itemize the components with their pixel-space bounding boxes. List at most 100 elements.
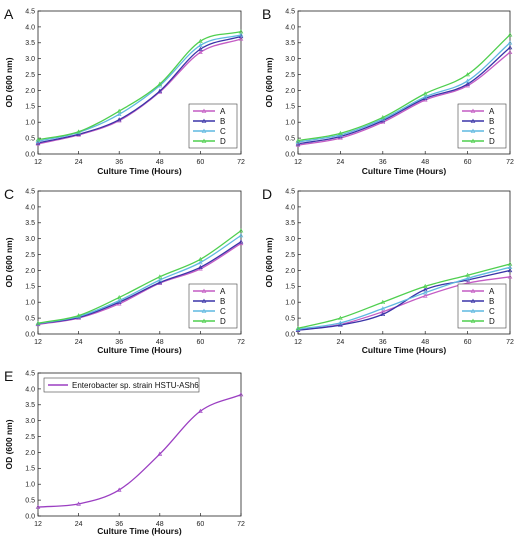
x-tick-label: 12 (294, 339, 302, 346)
plot-frame (37, 372, 242, 517)
y-tick-label: 4.5 (25, 370, 35, 377)
data-point (35, 137, 41, 142)
data-point (157, 274, 163, 279)
data-point (422, 283, 428, 289)
legend-marker (201, 128, 207, 133)
series-line-d (297, 34, 511, 142)
x-tick-label: 36 (379, 339, 387, 346)
y-tick-label: 0.5 (25, 316, 35, 323)
data-point (238, 239, 244, 244)
legend-marker (470, 318, 476, 323)
y-tick-label: 4.0 (25, 24, 35, 31)
data-point (116, 298, 122, 303)
legend-label: C (489, 127, 495, 136)
data-point (465, 72, 470, 77)
data-point (338, 320, 343, 325)
y-tick-label: 2.5 (25, 72, 35, 79)
data-point (380, 306, 386, 311)
x-tick-label: 12 (294, 159, 302, 166)
y-tick-label: 1.5 (285, 284, 295, 291)
data-point (422, 293, 428, 298)
plot-frame (37, 10, 242, 155)
panel-letter: D (262, 186, 272, 202)
panel-a: A 0.0 0.5 1.0 1.5 2.0 2.5 3.0 3.5 4.0 4.5 12 24 36 48 6… (4, 6, 245, 176)
data-point (116, 111, 122, 116)
x-tick-label: 72 (506, 159, 514, 166)
data-point (338, 130, 343, 136)
y-tick-label: 3.0 (25, 236, 35, 243)
data-point (295, 142, 301, 147)
y-axis-title: OD (600 nm) (264, 57, 274, 107)
x-axis-title: Culture Time (Hours) (97, 166, 182, 176)
y-tick-label: 2.0 (285, 268, 295, 275)
legend-marker (470, 128, 476, 133)
series-line-d (37, 31, 242, 141)
x-tick-label: 24 (337, 159, 345, 166)
y-tick-label: 2.0 (25, 268, 35, 275)
data-point (198, 46, 203, 51)
y-tick-label: 0.5 (25, 136, 35, 143)
x-tick-label: 60 (197, 339, 205, 346)
data-point (422, 94, 428, 99)
series-line-b (297, 47, 511, 145)
x-tick-label: 12 (34, 339, 42, 346)
y-tick-label: 3.5 (25, 40, 35, 47)
y-tick-label: 4.5 (25, 8, 35, 15)
series-line-b (297, 269, 511, 331)
data-point (157, 81, 163, 86)
panel-letter: E (4, 368, 13, 384)
data-point (116, 117, 122, 122)
data-point (465, 81, 470, 86)
x-axis-title: Culture Time (Hours) (362, 345, 447, 355)
data-point (380, 309, 386, 314)
legend-marker (201, 318, 207, 323)
series-line-c (37, 234, 242, 325)
legend-marker (470, 298, 476, 303)
data-point (198, 256, 203, 262)
x-tick-label: 60 (464, 159, 472, 166)
y-tick-label: 0.0 (25, 151, 35, 158)
series-line-c (297, 42, 511, 143)
y-tick-label: 0.0 (25, 513, 35, 520)
data-point (238, 233, 244, 238)
panel-e: E 0.0 0.5 1.0 1.5 2.0 2.5 3.0 3.5 4.0 4.5 12 24 36 48 6… (4, 368, 245, 536)
data-point (76, 129, 81, 134)
y-tick-label: 0.0 (285, 151, 295, 158)
plot-frame (297, 10, 511, 155)
x-tick-label: 48 (156, 339, 164, 346)
data-point (198, 260, 203, 265)
y-tick-label: 1.5 (25, 284, 35, 291)
y-tick-label: 3.5 (285, 40, 295, 47)
panel-c: C 0.0 0.5 1.0 1.5 2.0 2.5 3.0 3.5 4.0 4.5 12 24 36 48 6… (4, 186, 245, 355)
legend-marker (201, 308, 207, 313)
y-tick-label: 2.0 (25, 88, 35, 95)
legend: Enterobacter sp. strain HSTU-ASh6 (43, 377, 200, 393)
y-tick-label: 0.0 (25, 331, 35, 338)
x-tick-label: 36 (115, 159, 123, 166)
x-tick-label: 36 (115, 339, 123, 346)
y-tick-label: 2.5 (25, 252, 35, 259)
y-tick-label: 3.0 (285, 56, 295, 63)
x-tick-label: 60 (464, 339, 472, 346)
series-line-b (37, 35, 242, 144)
data-point (238, 29, 244, 34)
y-tick-label: 1.0 (25, 300, 35, 307)
data-point (116, 295, 122, 300)
y-axis-title: OD (600 nm) (4, 419, 14, 469)
legend-marker (470, 138, 476, 143)
y-tick-label: 1.5 (285, 104, 295, 111)
legend-marker (470, 308, 476, 313)
data-point (238, 36, 244, 41)
legend-label: D (220, 137, 226, 146)
series-line-a (297, 51, 511, 146)
x-tick-label: 60 (197, 521, 205, 528)
data-point (465, 272, 470, 277)
legend-label: C (220, 127, 226, 136)
y-tick-label: 4.5 (285, 8, 295, 15)
data-point (157, 277, 163, 282)
x-axis-title: Culture Time (Hours) (97, 345, 182, 355)
